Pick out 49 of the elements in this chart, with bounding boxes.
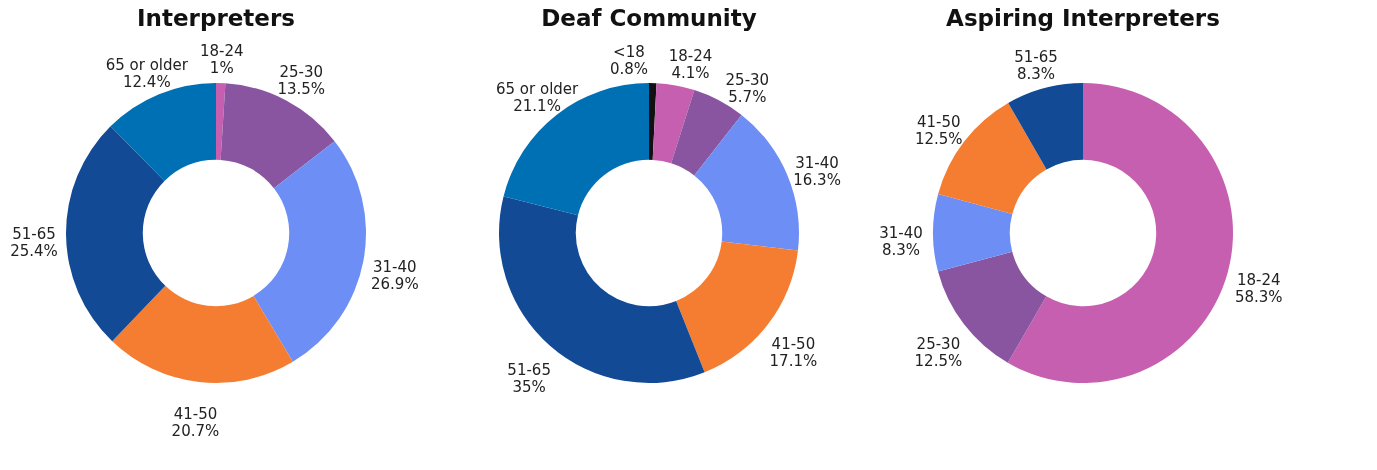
data-label: 20.7%	[171, 421, 220, 440]
slice-label: 41-50	[916, 113, 961, 132]
slice-label: <18	[613, 43, 645, 62]
data-label: 4.1%	[671, 63, 710, 82]
data-label: 21.1%	[513, 97, 561, 116]
slice-label: 41-50	[771, 334, 816, 353]
data-label: 25.4%	[10, 242, 58, 261]
slice-label: 65 or older	[495, 80, 580, 99]
donut-slice	[1008, 83, 1083, 170]
donut-slice	[649, 83, 657, 160]
slice-label: 25-30	[916, 334, 961, 353]
slice-label: 18-24	[668, 46, 713, 65]
data-label: 12.5%	[914, 130, 963, 149]
data-label: 16.3%	[793, 171, 841, 190]
slice-label: 31-40	[879, 223, 923, 242]
donut-slice	[66, 126, 166, 342]
data-label: 12.4%	[122, 72, 171, 91]
data-label: 8.3%	[1016, 65, 1056, 84]
slice-label: 31-40	[373, 257, 417, 276]
chart-title: Aspiring Interpreters	[946, 5, 1220, 31]
slice-label: 41-50	[173, 404, 218, 423]
data-label: 12.5%	[914, 351, 963, 370]
donut-slice	[216, 83, 226, 160]
slice-label: 18-24	[199, 42, 244, 61]
chart-title: Deaf Community	[541, 5, 757, 31]
slice-label: 65 or older	[105, 55, 189, 74]
slice-label: 18-24	[1236, 271, 1281, 290]
data-label: 13.5%	[277, 80, 326, 99]
data-label: 5.7%	[728, 87, 767, 106]
slice-label: 31-40	[795, 154, 839, 173]
donut-slice	[1007, 83, 1233, 383]
data-label: 58.3%	[1234, 288, 1283, 307]
data-label: 8.3%	[881, 240, 921, 259]
donut-slice	[112, 285, 293, 383]
donut-slice	[220, 83, 335, 189]
data-label: 35%	[512, 377, 546, 396]
slice-label: 25-30	[725, 70, 770, 89]
data-label: 17.1%	[769, 351, 818, 370]
donut-slice	[253, 141, 366, 362]
slice-label: 51-65	[12, 225, 56, 244]
data-label: 26.9%	[371, 274, 419, 293]
data-label: 1%	[209, 59, 234, 78]
slice-label: 51-65	[1014, 48, 1058, 67]
slice-label: 51-65	[507, 360, 551, 379]
donut-slice	[652, 83, 695, 164]
chart-title: Interpreters	[137, 5, 295, 31]
slice-label: 25-30	[279, 63, 324, 82]
donut-slice	[933, 194, 1013, 272]
data-label: 0.8%	[609, 60, 648, 79]
